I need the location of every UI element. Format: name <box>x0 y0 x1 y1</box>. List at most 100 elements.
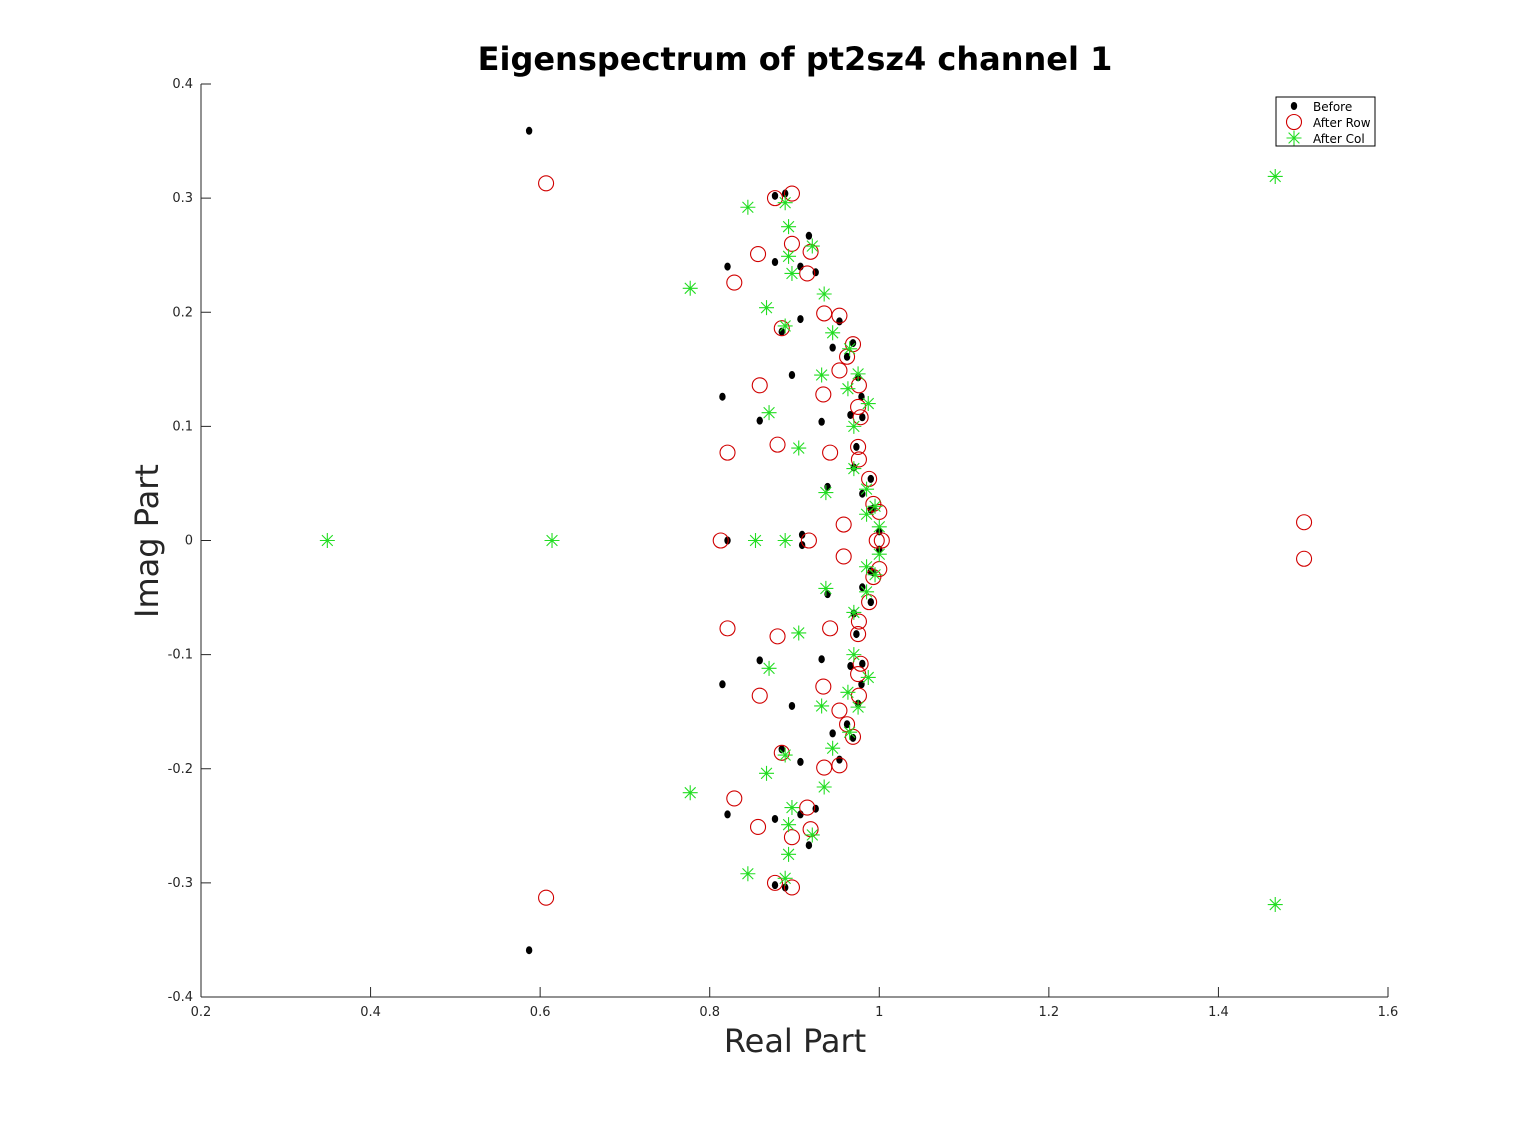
before-point <box>829 343 836 352</box>
after-col-point <box>842 341 858 357</box>
after-col-point <box>777 318 793 334</box>
after-col-point <box>859 584 875 600</box>
after-row-point <box>873 532 890 549</box>
after-row-point <box>712 532 729 549</box>
after-col-point <box>816 779 832 795</box>
after-row-point <box>749 245 767 263</box>
after-row-point <box>850 613 867 630</box>
after-row-point <box>831 362 848 379</box>
after-col-point <box>781 846 797 862</box>
before-point <box>778 327 785 336</box>
legend-marker-after-col <box>1286 130 1302 146</box>
before-point <box>719 392 726 401</box>
x-tick-label: 1 <box>875 1005 883 1020</box>
after-col-point <box>682 280 698 296</box>
after-row-point <box>1296 514 1313 531</box>
after-row-point <box>769 628 786 645</box>
legend-label-before: Before <box>1313 100 1352 114</box>
after-col-point <box>784 265 800 281</box>
after-row-point <box>783 235 801 252</box>
legend-marker-after-row <box>1285 113 1303 131</box>
after-row-point <box>835 516 852 533</box>
after-col-point <box>846 604 862 620</box>
after-col-point <box>846 418 862 434</box>
after-row-point <box>815 678 832 695</box>
after-col-point <box>759 765 775 781</box>
x-tick-label: 0.8 <box>699 1005 720 1020</box>
after-col-point <box>860 669 876 685</box>
after-row-point <box>850 626 867 643</box>
after-col-point <box>860 396 876 412</box>
after-row-point <box>783 829 801 846</box>
after-col-point <box>818 580 834 596</box>
after-row-point <box>538 175 555 192</box>
before-point <box>853 442 860 451</box>
after-row-point <box>850 438 867 455</box>
after-row-point <box>850 398 867 416</box>
x-axis-label: Real Part <box>724 1022 866 1060</box>
before-point <box>771 881 779 890</box>
after-col-point <box>867 567 883 583</box>
before-point <box>781 189 789 198</box>
after-col-point <box>781 219 797 235</box>
after-col-point <box>740 199 756 215</box>
after-row-point <box>816 759 833 776</box>
after-col-point <box>840 381 856 397</box>
after-col-point <box>825 740 841 756</box>
before-point <box>847 662 854 671</box>
x-tick-label: 0.2 <box>191 1005 212 1020</box>
after-col-point <box>816 286 832 302</box>
after-row-point <box>852 655 869 672</box>
legend: Before After Row After Col <box>1275 96 1376 147</box>
before-point <box>867 598 875 607</box>
x-tick-label: 1.4 <box>1208 1005 1229 1020</box>
y-tick-label: 0.2 <box>172 305 193 320</box>
legend-label-after-row: After Row <box>1313 116 1371 130</box>
before-point <box>771 814 779 823</box>
after-col-point <box>842 724 858 740</box>
x-tick-label: 0.4 <box>360 1005 381 1020</box>
after-row-point <box>1296 550 1313 567</box>
before-point <box>756 656 763 665</box>
after-row-point <box>766 874 784 891</box>
before-point <box>836 317 843 326</box>
after-row-point <box>538 889 555 906</box>
after-col-point <box>777 870 793 886</box>
y-tick-label: 0.4 <box>172 77 193 92</box>
after-col-point <box>871 546 887 562</box>
after-col-point <box>740 866 756 882</box>
after-col-point <box>791 625 807 641</box>
after-col-point <box>759 300 775 316</box>
y-tick-label: 0 <box>185 534 193 549</box>
after-col-point <box>859 559 875 575</box>
before-point <box>805 231 813 240</box>
before-point <box>829 729 836 738</box>
after-row-point <box>822 620 839 637</box>
x-tick-label: 1.6 <box>1378 1005 1399 1020</box>
after-col-point <box>846 647 862 663</box>
before-point <box>756 416 763 425</box>
before-point <box>853 630 860 639</box>
after-col-point <box>859 506 875 522</box>
before-point <box>847 410 854 419</box>
after-row-point <box>783 879 801 896</box>
after-row-point <box>751 687 768 704</box>
before-point <box>788 371 796 380</box>
before-point <box>724 536 731 545</box>
after-col-point <box>781 817 797 833</box>
after-row-point <box>726 274 743 291</box>
after-row-point <box>852 409 869 426</box>
before-point <box>859 659 866 668</box>
before-point <box>724 810 731 819</box>
after-row-point <box>769 436 786 453</box>
after-row-point <box>783 185 801 202</box>
x-tick-label: 1.2 <box>1039 1005 1060 1020</box>
after-col-point <box>791 440 807 456</box>
after-row-point <box>749 818 767 836</box>
before-point <box>724 262 731 271</box>
after-row-point <box>850 451 867 468</box>
y-tick-label: 0.1 <box>172 419 193 434</box>
after-col-point <box>777 747 793 763</box>
after-col-point <box>825 325 841 341</box>
before-point <box>797 757 804 766</box>
